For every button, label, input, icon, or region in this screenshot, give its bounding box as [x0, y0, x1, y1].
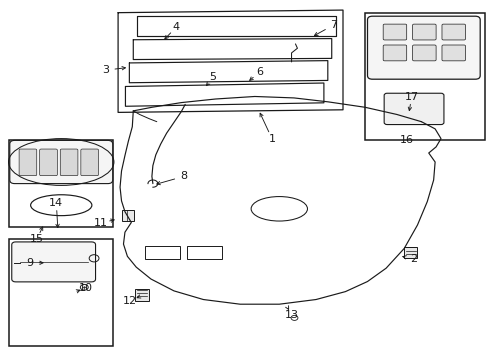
Text: 6: 6 [256, 67, 263, 77]
Bar [9, 239, 113, 346]
Text: 9: 9 [26, 258, 33, 268]
Text: 12: 12 [123, 296, 137, 306]
FancyBboxPatch shape [413, 45, 436, 61]
FancyBboxPatch shape [383, 45, 407, 61]
FancyBboxPatch shape [384, 93, 444, 125]
Text: 11: 11 [94, 218, 107, 228]
FancyBboxPatch shape [413, 24, 436, 40]
Bar [135, 289, 149, 301]
FancyBboxPatch shape [81, 149, 98, 176]
FancyBboxPatch shape [442, 24, 466, 40]
FancyBboxPatch shape [19, 149, 37, 176]
FancyBboxPatch shape [40, 149, 57, 176]
FancyBboxPatch shape [10, 140, 113, 184]
Text: 13: 13 [285, 310, 298, 320]
Text: 3: 3 [102, 65, 109, 75]
Text: 16: 16 [400, 135, 414, 145]
Bar [365, 13, 485, 140]
Text: 2: 2 [411, 254, 417, 264]
Text: 17: 17 [405, 92, 418, 102]
Text: 8: 8 [180, 171, 187, 181]
Bar [145, 246, 180, 259]
Bar [9, 140, 113, 227]
Text: 1: 1 [269, 134, 275, 144]
FancyBboxPatch shape [60, 149, 78, 176]
FancyBboxPatch shape [442, 45, 466, 61]
Text: 4: 4 [173, 22, 180, 32]
Text: 5: 5 [210, 72, 217, 82]
Bar [404, 247, 417, 258]
FancyBboxPatch shape [383, 24, 407, 40]
Bar [122, 210, 134, 221]
FancyBboxPatch shape [12, 242, 96, 282]
Text: 15: 15 [30, 234, 44, 244]
Text: 14: 14 [49, 198, 63, 208]
Text: 10: 10 [79, 283, 93, 293]
Bar [187, 246, 222, 259]
Text: 7: 7 [330, 20, 337, 30]
FancyBboxPatch shape [368, 16, 480, 79]
